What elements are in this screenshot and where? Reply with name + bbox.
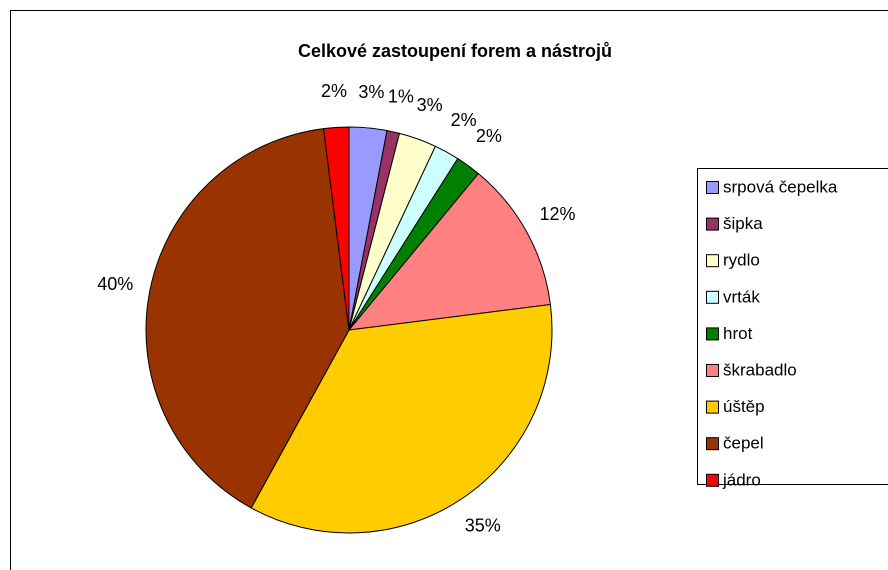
legend-label: šipka <box>723 214 763 233</box>
legend-swatch <box>706 217 719 231</box>
legend-swatch <box>706 254 719 268</box>
legend-box <box>697 168 888 485</box>
legend-swatch <box>706 364 719 377</box>
legend-label: čepel <box>723 434 764 453</box>
data-label: 2% <box>451 110 477 130</box>
data-label: 1% <box>388 86 414 106</box>
legend-swatch <box>706 181 719 194</box>
data-label: 35% <box>465 516 501 536</box>
data-label: 40% <box>97 274 133 294</box>
legend-label: vrták <box>723 287 760 306</box>
pie-slice <box>347 172 551 331</box>
pie-slice <box>145 128 350 509</box>
legend-swatch <box>706 473 719 487</box>
data-label: 2% <box>321 81 347 101</box>
chart-title: Celkové zastoupení forem a nástrojů <box>298 41 612 61</box>
legend-swatch <box>706 290 719 304</box>
pie-slice <box>322 126 350 331</box>
legend-swatch <box>706 327 719 341</box>
pie-slice <box>250 303 553 534</box>
legend-label: hrot <box>723 324 753 343</box>
data-label: 12% <box>540 204 576 224</box>
legend-label: rydlo <box>723 251 760 270</box>
legend-label: jádro <box>722 470 761 489</box>
legend-label: škrabadlo <box>723 360 797 379</box>
legend-label: srpová čepelka <box>723 177 838 196</box>
legend-swatch <box>706 400 719 414</box>
data-label: 3% <box>358 82 384 102</box>
legend-swatch <box>706 437 719 451</box>
data-label: 3% <box>417 95 443 115</box>
legend-label: úštěp <box>723 397 765 416</box>
data-label: 2% <box>476 126 502 146</box>
